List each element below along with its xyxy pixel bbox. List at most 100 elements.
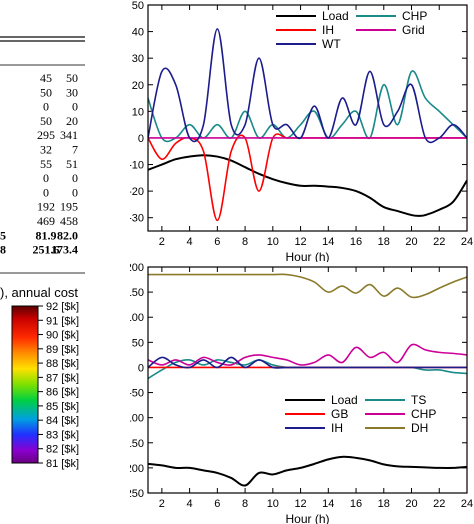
table-cell-col2: 7: [72, 143, 78, 157]
table-cell-col2: 0: [72, 185, 78, 199]
x-tick-label: 18: [378, 498, 390, 510]
x-tick-label: 14: [322, 498, 334, 510]
x-tick-label: 16: [350, 236, 362, 248]
legend-label: IH: [331, 421, 343, 435]
y-tick-label: 40: [132, 27, 144, 39]
table-cell-col2: 30: [66, 85, 78, 99]
plot-area: [148, 5, 467, 231]
bottom-chart: 24681012141618202224-250-200-150-100-500…: [130, 262, 473, 524]
series-dh-line: [148, 273, 467, 299]
x-tick-label: 8: [242, 498, 248, 510]
y-tick-label: -100: [130, 413, 144, 425]
colorbar-label: 83 [$k]: [46, 429, 79, 441]
legend-label: IH: [322, 23, 334, 37]
plot-area: [148, 267, 467, 493]
table-cell-col1: 81.9: [36, 228, 57, 242]
x-tick-label: 12: [294, 236, 306, 248]
y-tick-label: 20: [132, 80, 144, 92]
y-tick-label: 50: [132, 337, 144, 349]
plot-frame: [147, 266, 468, 494]
table-cell-col2: 458: [60, 214, 78, 228]
legend-label: WT: [322, 37, 341, 51]
x-tick-label: 24: [461, 236, 473, 248]
colorbar-label: 90 [$k]: [46, 330, 79, 342]
x-tick-label: 6: [214, 236, 220, 248]
x-tick-label: 18: [378, 236, 390, 248]
table-cell-col1: 55: [40, 157, 52, 171]
table-cell-col2: 51: [66, 157, 78, 171]
colorbar-gradient: [11, 305, 39, 464]
colorbar-label: 81 [$k]: [46, 458, 79, 470]
colorbar-label: 84 [$k]: [46, 415, 79, 427]
table-cut-glyph: 5: [0, 228, 6, 242]
x-tick-label: 24: [461, 498, 473, 510]
colorbar-label: 92 [$k]: [46, 301, 79, 313]
table-cell-col1: 0: [43, 171, 49, 185]
table-cell-col1: 251.6: [33, 243, 60, 257]
colorbar-title: ), annual cost: [0, 285, 79, 300]
y-tick-label: -10: [130, 160, 144, 172]
table-cell-col1: 50: [40, 114, 52, 128]
plot-frame: [147, 4, 468, 232]
table-cell-col2: 173.4: [51, 243, 78, 257]
table-cut-glyph: 8: [0, 243, 6, 257]
table-cell-col2: 0: [72, 100, 78, 114]
series-load-line: [148, 455, 467, 487]
series-ih-line: [148, 356, 467, 369]
x-tick-label: 2: [159, 236, 165, 248]
legend-label: GB: [331, 407, 348, 421]
x-tick-label: 20: [405, 236, 417, 248]
series-chp-line: [148, 343, 467, 366]
table-cell-col1: 50: [40, 85, 52, 99]
series-load-line: [148, 154, 467, 217]
x-tick-label: 10: [267, 498, 279, 510]
table-cell-col2: 195: [60, 200, 78, 214]
x-tick-label: 22: [433, 498, 445, 510]
x-tick-label: 6: [214, 498, 220, 510]
x-tick-label: 10: [267, 236, 279, 248]
x-axis-label: Hour (h): [285, 512, 329, 524]
table-cell-col2: 82.0: [57, 228, 78, 242]
legend-label: Load: [322, 9, 349, 23]
x-tick-label: 4: [187, 498, 193, 510]
y-tick-label: 150: [130, 287, 144, 299]
x-tick-label: 20: [405, 498, 417, 510]
table-cell-col1: 45: [40, 71, 52, 85]
y-tick-label: -250: [130, 488, 144, 500]
table-cell-col1: 295: [37, 128, 55, 142]
x-tick-label: 14: [322, 236, 334, 248]
table-cell-col2: 50: [66, 71, 78, 85]
y-tick-label: -20: [130, 186, 144, 198]
legend-label: CHP: [411, 407, 436, 421]
legend-label: Load: [331, 393, 358, 407]
x-tick-label: 22: [433, 236, 445, 248]
colorbar-label: 89 [$k]: [46, 344, 79, 356]
y-tick-label: 0: [138, 362, 144, 374]
y-tick-label: -50: [130, 388, 144, 400]
x-axis-label: Hour (h): [285, 250, 329, 262]
colorbar-label: 85 [$k]: [46, 401, 79, 413]
legend-label: DH: [411, 421, 428, 435]
y-tick-label: 200: [130, 262, 144, 274]
table-cell-col2: 20: [66, 114, 78, 128]
table-cell-col1: 0: [43, 185, 49, 199]
colorbar-label: 86 [$k]: [46, 387, 79, 399]
colorbar: 92 [$k] 91 [$k] 90 [$k] 89 [$k] 88 [$k] 87 [$…: [11, 301, 79, 470]
legend-label: Grid: [402, 23, 425, 37]
top-chart: 24681012141618202224-30-20-1001020304050…: [130, 0, 473, 262]
colorbar-label: 88 [$k]: [46, 358, 79, 370]
y-tick-label: 30: [132, 53, 144, 65]
y-tick-label: -30: [130, 213, 144, 225]
table-cell-col1: 192: [37, 200, 55, 214]
table-cell-col2: 0: [72, 171, 78, 185]
x-tick-label: 16: [350, 498, 362, 510]
legend-label: CHP: [402, 9, 427, 23]
x-tick-label: 4: [187, 236, 193, 248]
legend-label: TS: [411, 393, 426, 407]
y-tick-label: 10: [132, 106, 144, 118]
colorbar-label: 91 [$k]: [46, 315, 79, 327]
y-tick-label: 100: [130, 312, 144, 324]
table-cell-col1: 0: [43, 100, 49, 114]
y-tick-label: -200: [130, 463, 144, 475]
